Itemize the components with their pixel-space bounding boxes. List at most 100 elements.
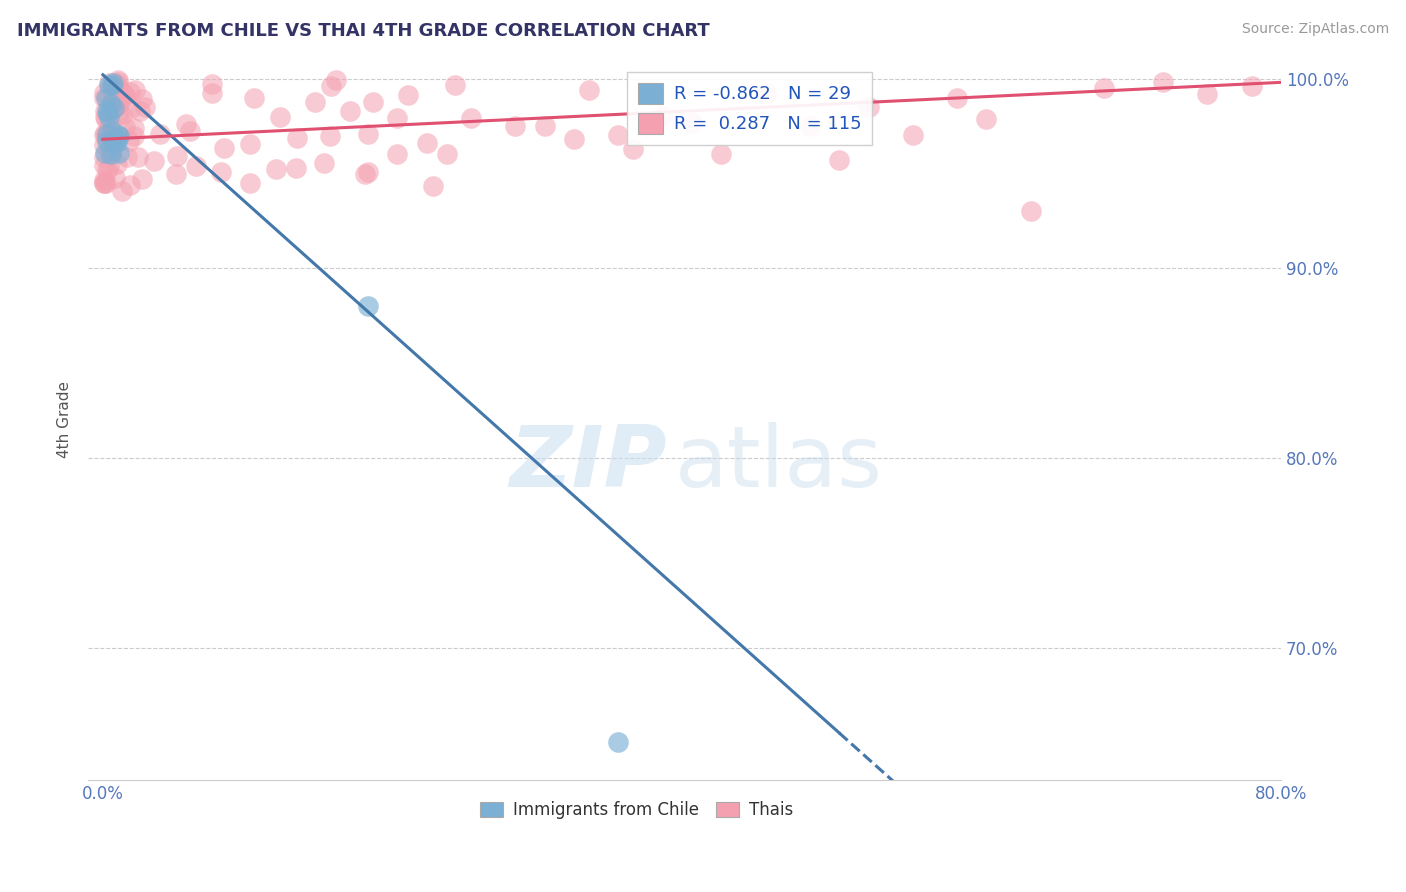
Point (710, 147, 733, 161)
Point (93, 173, 115, 187)
Point (111, 184, 134, 198)
Point (578, 83, 600, 97)
Point (799, 119, 821, 133)
Point (357, 127, 380, 141)
Point (100, 144, 122, 158)
Point (94, 126, 117, 140)
Point (179, 124, 201, 138)
Point (98, 120, 121, 134)
Point (105, 77, 128, 91)
Point (103, 101, 125, 115)
Point (111, 87, 134, 101)
Point (134, 100, 156, 114)
Point (108, 106, 131, 120)
Point (101, 124, 124, 138)
Point (94, 104, 117, 119)
Point (107, 128, 129, 143)
Point (93, 90, 115, 104)
Point (105, 133, 128, 147)
Point (110, 95, 132, 109)
Text: atlas: atlas (675, 422, 883, 505)
Point (124, 83, 146, 97)
Point (94, 129, 117, 144)
Point (319, 78, 342, 93)
Point (1240, 79, 1263, 94)
Point (101, 78, 124, 92)
Point (98, 161, 121, 175)
Point (266, 161, 288, 176)
Point (96, 127, 118, 141)
Point (304, 95, 326, 109)
Point (105, 87, 128, 102)
Point (1019, 204, 1042, 219)
Point (396, 87, 419, 102)
Point (129, 103, 152, 118)
Point (209, 165, 232, 179)
Point (96, 104, 118, 119)
Point (901, 128, 924, 143)
Text: ZIP: ZIP (509, 422, 666, 505)
Point (422, 179, 444, 194)
Point (325, 73, 347, 87)
Point (93, 176, 115, 190)
Text: IMMIGRANTS FROM CHILE VS THAI 4TH GRADE CORRELATION CHART: IMMIGRANTS FROM CHILE VS THAI 4TH GRADE … (17, 22, 710, 40)
Point (93, 150, 115, 164)
Point (828, 153, 851, 168)
Point (118, 134, 141, 148)
Point (111, 89, 134, 103)
Point (165, 167, 187, 181)
Point (103, 76, 125, 90)
Point (212, 141, 235, 155)
Point (96, 162, 118, 177)
Point (354, 167, 377, 181)
Point (284, 161, 307, 175)
Point (107, 145, 129, 160)
Point (460, 111, 482, 125)
Point (120, 85, 142, 99)
Point (387, 112, 409, 126)
Point (436, 147, 458, 161)
Point (562, 132, 585, 146)
Point (166, 149, 188, 163)
Point (357, 165, 380, 179)
Point (114, 87, 136, 102)
Point (94, 110, 117, 124)
Point (96, 127, 118, 141)
Point (93, 138, 115, 153)
Point (201, 77, 224, 91)
Point (174, 117, 197, 131)
Point (100, 97, 122, 112)
Point (127, 150, 149, 164)
Point (621, 142, 644, 156)
Point (105, 136, 128, 150)
Point (131, 171, 153, 186)
Point (97, 78, 120, 93)
Point (96, 91, 118, 105)
Point (120, 178, 142, 192)
Point (1197, 87, 1219, 101)
Point (976, 112, 998, 127)
Point (94, 145, 117, 160)
Point (93, 158, 115, 172)
Point (946, 90, 969, 104)
Point (96, 134, 118, 148)
Point (131, 92, 153, 106)
Point (186, 159, 208, 173)
Point (607, 128, 630, 142)
Point (754, 87, 776, 101)
Point (681, 116, 703, 130)
Point (107, 75, 129, 89)
Point (93, 128, 115, 142)
Point (122, 129, 145, 144)
Legend: Immigrants from Chile, Thais: Immigrants from Chile, Thais (474, 795, 800, 826)
Point (361, 95, 384, 110)
Point (503, 119, 526, 133)
Point (143, 154, 166, 169)
Point (651, 110, 673, 124)
Point (1092, 81, 1115, 95)
Point (103, 136, 125, 151)
Point (115, 150, 138, 164)
Point (97, 105, 120, 120)
Point (105, 128, 128, 143)
Point (239, 136, 262, 151)
